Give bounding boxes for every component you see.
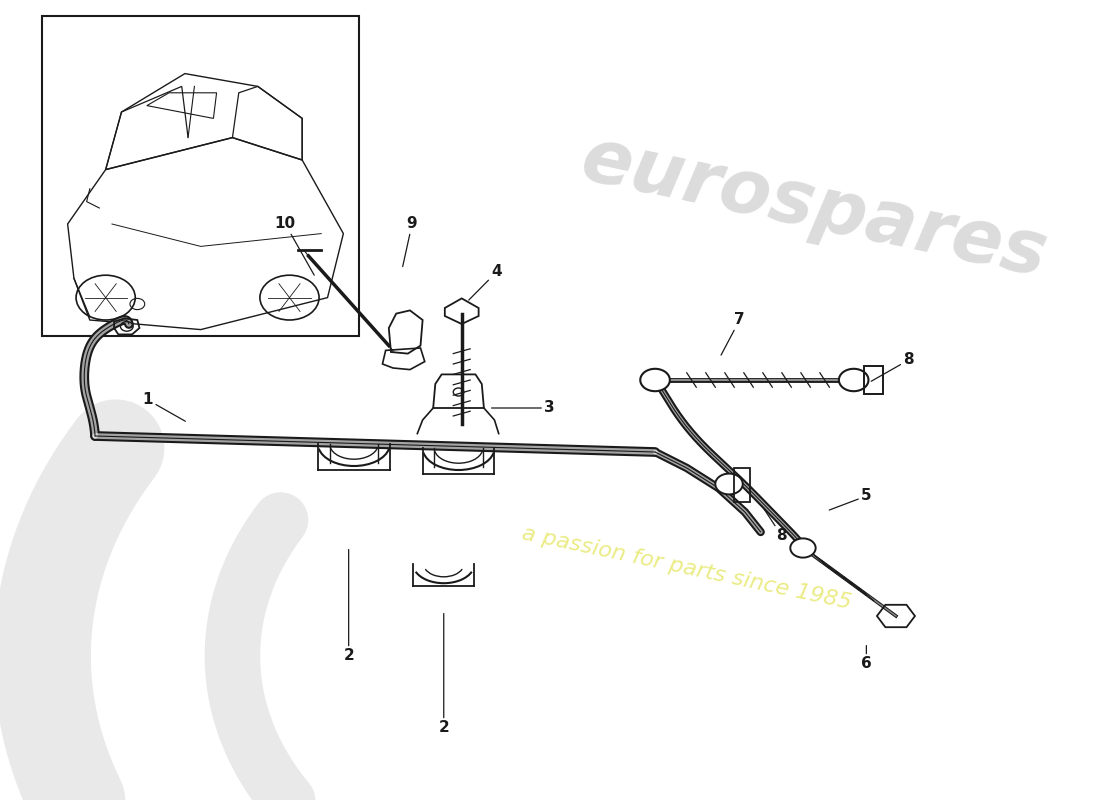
Text: 1: 1: [143, 393, 185, 422]
Text: 10: 10: [275, 217, 315, 275]
Circle shape: [640, 369, 670, 391]
Text: 3: 3: [492, 401, 554, 415]
Text: 6: 6: [861, 646, 871, 671]
Circle shape: [790, 538, 816, 558]
Bar: [42, 16, 360, 336]
Text: 8: 8: [871, 353, 914, 382]
Text: 7: 7: [720, 313, 745, 355]
Text: 2: 2: [439, 614, 449, 735]
Circle shape: [715, 474, 742, 494]
Text: 9: 9: [403, 217, 417, 266]
Text: 2: 2: [343, 550, 354, 663]
Text: eurospares: eurospares: [574, 123, 1053, 293]
Text: 5: 5: [829, 489, 871, 510]
Text: a passion for parts since 1985: a passion for parts since 1985: [520, 523, 854, 613]
Text: 4: 4: [469, 265, 502, 300]
Text: 8: 8: [763, 509, 788, 543]
Circle shape: [839, 369, 869, 391]
